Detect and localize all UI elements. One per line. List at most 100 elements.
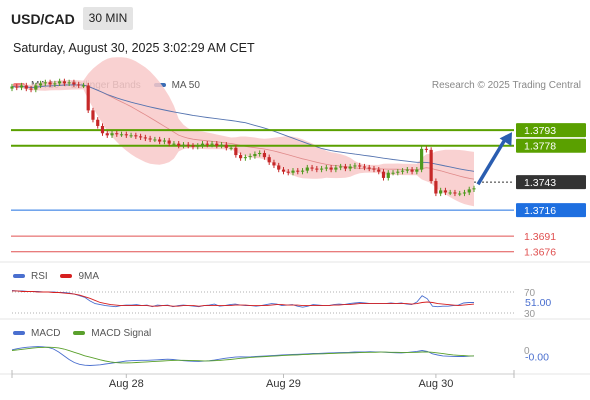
candle-body bbox=[105, 133, 109, 136]
chart-datetime: Saturday, August 30, 2025 3:02:29 AM CET bbox=[13, 41, 255, 55]
level-value-3: 1.3716 bbox=[524, 205, 556, 217]
ma50-line bbox=[11, 84, 475, 172]
candle bbox=[105, 130, 109, 138]
candle-body bbox=[224, 144, 228, 148]
level-value-0: 1.3793 bbox=[524, 125, 556, 137]
candle bbox=[315, 165, 319, 173]
candle bbox=[443, 187, 448, 196]
research-credit: Research © 2025 Trading Central bbox=[431, 80, 581, 91]
level-tag-3 bbox=[516, 203, 586, 218]
macd-panel: 0-0.00 bbox=[11, 346, 549, 366]
candle-body bbox=[434, 181, 438, 194]
timeframe-button[interactable]: 30 MIN bbox=[83, 7, 133, 30]
candle-body bbox=[362, 166, 367, 168]
candle bbox=[96, 117, 100, 129]
candle bbox=[410, 167, 414, 175]
candle-body bbox=[458, 193, 462, 195]
candle bbox=[91, 107, 95, 123]
level-tag-2 bbox=[516, 175, 586, 190]
candle bbox=[253, 151, 257, 159]
candle bbox=[300, 168, 305, 175]
candle-body bbox=[219, 144, 224, 146]
macd-axis-label: 0 bbox=[524, 346, 530, 357]
level-value-5: 1.3676 bbox=[524, 247, 556, 259]
candle bbox=[162, 137, 167, 145]
candle bbox=[343, 163, 348, 172]
macd-line-0 bbox=[11, 346, 475, 366]
candle bbox=[138, 133, 143, 140]
rsi-legend-label: RSI bbox=[31, 271, 48, 282]
candle-body bbox=[315, 168, 319, 170]
candle-body bbox=[410, 169, 414, 172]
candle-body bbox=[296, 170, 300, 172]
candle bbox=[448, 189, 452, 196]
candle bbox=[439, 187, 443, 197]
level-value-2: 1.3743 bbox=[524, 177, 556, 189]
level-value-1: 1.3778 bbox=[524, 141, 556, 153]
bb-legend-label: MA 20 + Bollinger Bands bbox=[31, 80, 141, 91]
candle-body bbox=[119, 134, 124, 136]
macd-legend: MACD MACD Signal bbox=[13, 328, 151, 339]
level-value-4: 1.3691 bbox=[524, 231, 556, 243]
candle bbox=[119, 131, 124, 137]
candle-body bbox=[372, 168, 376, 170]
candle-body bbox=[339, 166, 343, 168]
macd-value-label: -0.00 bbox=[525, 352, 549, 364]
candle-body bbox=[448, 192, 452, 194]
candle-body bbox=[172, 143, 176, 145]
rsi-value-label: 51.00 bbox=[525, 297, 551, 309]
candle-body bbox=[91, 110, 95, 120]
candle-body bbox=[153, 139, 157, 141]
candle bbox=[258, 150, 262, 157]
candle-body bbox=[148, 138, 152, 140]
candle bbox=[115, 130, 119, 137]
bb-swatch bbox=[13, 83, 25, 88]
macd-signal-legend-label: MACD Signal bbox=[91, 328, 152, 339]
candle-body bbox=[186, 144, 190, 146]
candle-body bbox=[453, 192, 457, 194]
candle-body bbox=[300, 170, 305, 172]
candle bbox=[158, 136, 162, 145]
macd-swatch bbox=[13, 331, 25, 336]
level-label-4: 1.3691 bbox=[524, 231, 556, 243]
candle bbox=[296, 168, 300, 175]
candle bbox=[215, 141, 219, 149]
x-tick-label-2: Aug 30 bbox=[418, 378, 453, 390]
candle bbox=[429, 147, 433, 184]
candle bbox=[148, 135, 152, 143]
candle-body bbox=[400, 170, 405, 172]
candle-body bbox=[358, 165, 362, 167]
candle-body bbox=[129, 135, 133, 137]
candle bbox=[124, 131, 128, 138]
candle-body bbox=[177, 143, 181, 146]
candle-body bbox=[343, 166, 348, 169]
candle-body bbox=[353, 165, 357, 167]
candle bbox=[172, 141, 176, 147]
candle bbox=[329, 164, 333, 173]
ma20-line bbox=[11, 84, 475, 180]
candle bbox=[153, 136, 157, 143]
candle-body bbox=[110, 133, 114, 136]
candle-body bbox=[443, 190, 448, 193]
candle-body bbox=[258, 152, 262, 155]
candle bbox=[420, 146, 424, 173]
candle bbox=[267, 154, 271, 165]
candle bbox=[319, 165, 324, 173]
x-tick-label-0: Aug 28 bbox=[109, 378, 144, 390]
candle bbox=[424, 146, 428, 153]
level-label-3: 1.3716 bbox=[516, 203, 586, 218]
candle-body bbox=[253, 154, 257, 157]
candle-body bbox=[167, 140, 171, 144]
candle-body bbox=[134, 135, 138, 137]
macd-legend-label: MACD bbox=[31, 328, 61, 339]
candle bbox=[186, 142, 190, 149]
candle-body bbox=[424, 148, 428, 150]
candle bbox=[324, 164, 328, 172]
candle-body bbox=[377, 169, 381, 172]
candle bbox=[415, 167, 419, 175]
candle-body bbox=[348, 166, 352, 169]
symbol-title: USD/CAD bbox=[11, 11, 75, 27]
candle-body bbox=[234, 147, 238, 156]
forecast-arrow bbox=[476, 135, 509, 186]
